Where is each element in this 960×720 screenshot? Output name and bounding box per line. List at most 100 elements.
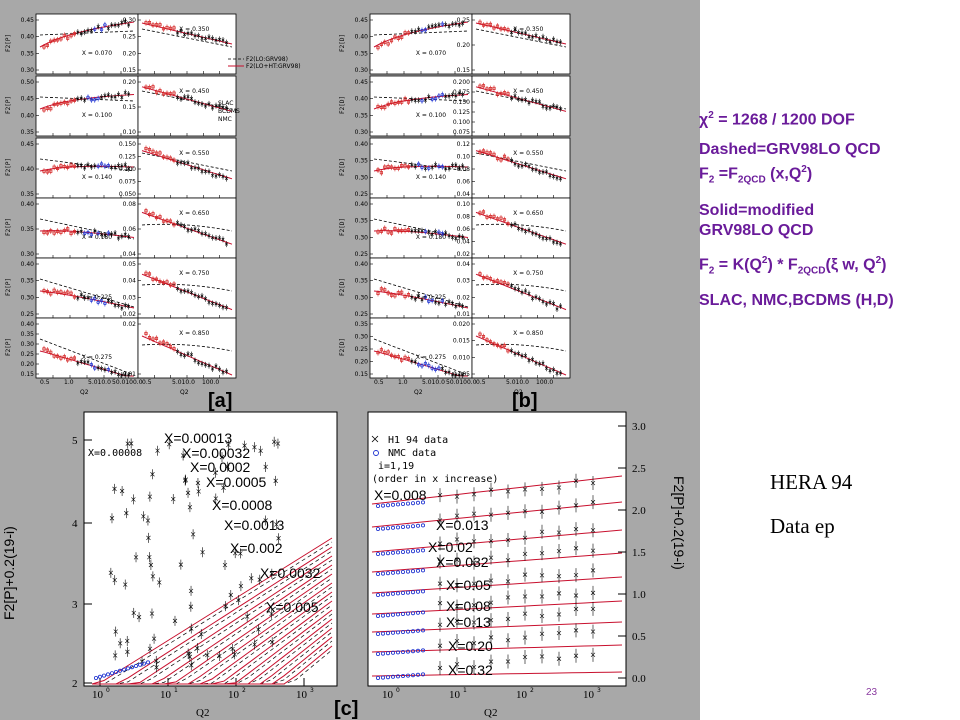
nmc-point bbox=[416, 162, 421, 166]
bcdms-point bbox=[113, 23, 117, 27]
bcdms-point bbox=[537, 234, 542, 238]
slac-point bbox=[144, 331, 148, 336]
bcdms-point bbox=[523, 98, 528, 102]
y-tick-label: 2.0 bbox=[632, 505, 646, 517]
y-tick-label: 0.25 bbox=[355, 251, 369, 258]
nmc-point bbox=[380, 551, 385, 556]
slac-point bbox=[49, 350, 53, 354]
bcdms-point bbox=[116, 163, 121, 167]
h1-point bbox=[256, 627, 261, 632]
nmc-point bbox=[423, 361, 428, 366]
h1-point bbox=[437, 600, 443, 606]
slac-point bbox=[59, 290, 63, 294]
nmc-point bbox=[410, 649, 415, 654]
bcdms-point bbox=[534, 99, 538, 103]
bcdms-point bbox=[186, 352, 190, 356]
fit-curve bbox=[92, 645, 333, 685]
slac-point bbox=[55, 229, 60, 233]
y-axis-label: F2[P]+0.2(19-i) bbox=[1, 526, 17, 620]
h1-point bbox=[249, 575, 254, 581]
bcdms-point bbox=[207, 300, 211, 304]
h1-point bbox=[205, 652, 210, 658]
nmc-point bbox=[106, 231, 110, 235]
bcdms-point bbox=[548, 369, 552, 373]
slac-point bbox=[502, 154, 507, 158]
fit-curve bbox=[371, 475, 623, 505]
y-tick-label: 0.010 bbox=[453, 354, 470, 361]
h1-point bbox=[505, 537, 511, 543]
bcdms-point bbox=[447, 234, 451, 238]
y-tick-label: 0.020 bbox=[453, 321, 470, 328]
h1-point bbox=[112, 577, 117, 583]
nmc-point bbox=[410, 524, 415, 529]
nmc-point bbox=[380, 631, 385, 636]
bcdms-point bbox=[196, 361, 201, 365]
dashed-eq: =F bbox=[714, 165, 738, 183]
nmc-point bbox=[99, 162, 104, 166]
h1-point bbox=[124, 510, 129, 516]
bcdms-point bbox=[193, 293, 197, 297]
f-sub: 2 bbox=[708, 174, 715, 186]
slac-point bbox=[400, 100, 404, 104]
bcdms-point bbox=[444, 231, 448, 235]
bcdms-point bbox=[120, 234, 124, 238]
y-tick-label: 0.30 bbox=[21, 294, 35, 301]
y-tick-label: 0.35 bbox=[355, 218, 369, 225]
x-value-label: X = 0.180 bbox=[82, 234, 112, 241]
bcdms-point bbox=[558, 371, 563, 375]
nmc-point bbox=[395, 550, 400, 555]
bcdms-point bbox=[437, 23, 441, 27]
h1-point bbox=[190, 532, 196, 537]
x-value-label: X = 0.100 bbox=[82, 112, 112, 119]
nmc-point bbox=[420, 628, 425, 633]
bcdms-point bbox=[509, 158, 514, 162]
slac-point bbox=[485, 150, 489, 154]
nmc-point bbox=[375, 614, 380, 619]
slac-point bbox=[147, 85, 152, 90]
nmc-point bbox=[415, 500, 420, 505]
nmc-point bbox=[423, 28, 428, 32]
y-tick-label: 0.08 bbox=[123, 201, 137, 208]
bcdms-point bbox=[116, 92, 121, 96]
nmc-point bbox=[96, 96, 100, 101]
x-value-label: X = 0.225 bbox=[416, 294, 446, 301]
bcdms-point bbox=[523, 162, 528, 166]
slac-point bbox=[55, 166, 60, 170]
h1-point bbox=[263, 464, 268, 470]
slac-point bbox=[481, 149, 486, 153]
nmc-point bbox=[420, 589, 425, 594]
bcdms-point bbox=[189, 166, 194, 170]
x-value-label: X = 0.180 bbox=[416, 234, 446, 241]
y-tick-label: 0.40 bbox=[355, 201, 369, 208]
nmc-point bbox=[415, 648, 420, 653]
nmc-point bbox=[375, 593, 380, 598]
h1-point bbox=[228, 592, 233, 598]
bcdms-point bbox=[558, 107, 563, 111]
bcdms-point bbox=[120, 95, 124, 100]
slac-point bbox=[499, 92, 503, 96]
h1-point bbox=[276, 536, 281, 541]
nmc-point bbox=[395, 570, 400, 575]
nmc-point bbox=[395, 502, 400, 507]
slac-point bbox=[161, 27, 166, 31]
slac-point bbox=[49, 229, 53, 233]
slac-point bbox=[172, 26, 176, 30]
bcdms-point bbox=[179, 223, 183, 227]
x-curve-label: X=0.013 bbox=[436, 517, 489, 533]
x-value-label: X = 0.550 bbox=[513, 150, 543, 157]
subplot-right-5: 0.02 0.01 X = 0.850 bbox=[123, 317, 237, 379]
y-tick-label: 0.15 bbox=[123, 67, 137, 74]
dashed-curve bbox=[92, 550, 333, 685]
h1-point bbox=[437, 559, 443, 564]
nmc-point bbox=[89, 232, 94, 237]
bcdms-point bbox=[523, 289, 528, 293]
nmc-point bbox=[410, 501, 415, 506]
bcdms-point bbox=[203, 363, 208, 367]
bcdms-point bbox=[106, 299, 110, 303]
nmc-point bbox=[98, 674, 103, 679]
subplot-left-2: 0.40 0.35 0.30 0.25 X = 0.140 bbox=[355, 137, 473, 199]
nmc-point bbox=[390, 525, 395, 530]
slac-point bbox=[393, 35, 397, 39]
x-tick-label: 10 bbox=[516, 689, 528, 701]
x-tick-label: 50.0100.0 bbox=[112, 379, 143, 386]
